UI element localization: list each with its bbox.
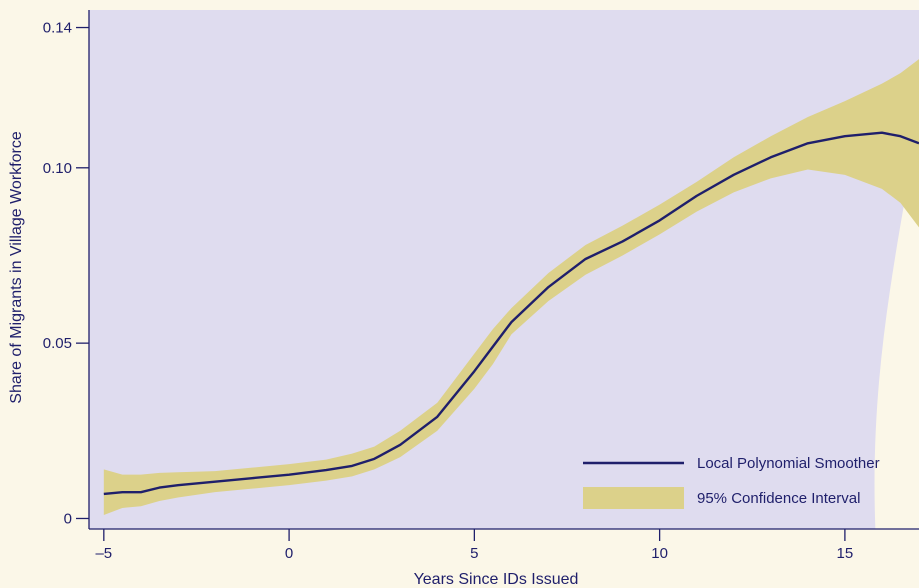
ticks-layer: 0 0.05 0.10 0.14 –5 0 5 10 15	[43, 20, 853, 562]
legend-label-confidence-interval: 95% Confidence Interval	[697, 490, 860, 507]
x-tick-label: –5	[95, 545, 112, 562]
y-tick-label: 0	[64, 510, 72, 527]
x-axis-title: Years Since IDs Issued	[414, 571, 579, 588]
confidence-band-layer	[103, 59, 919, 515]
smoother-line-layer	[103, 131, 919, 496]
legend-band-swatch	[583, 487, 684, 509]
legend: Local Polynomial Smoother 95% Confidence…	[583, 455, 880, 509]
x-tick-label: 0	[285, 545, 293, 562]
x-tick-label: 15	[837, 545, 854, 562]
y-tick-label: 0.10	[43, 160, 72, 177]
background-swoosh	[874, 120, 919, 588]
plot-background	[89, 10, 919, 588]
y-tick-label: 0.14	[43, 20, 72, 37]
smoother-line	[103, 131, 919, 496]
x-tick-label: 5	[470, 545, 478, 562]
x-tick-label: 10	[651, 545, 668, 562]
y-axis-title: Share of Migrants in Village Workforce	[8, 131, 25, 404]
legend-label-smoother: Local Polynomial Smoother	[697, 455, 880, 472]
y-tick-label: 0.05	[43, 335, 72, 352]
plot-area	[89, 10, 919, 529]
confidence-band	[103, 59, 919, 515]
axes-layer	[88, 10, 919, 530]
